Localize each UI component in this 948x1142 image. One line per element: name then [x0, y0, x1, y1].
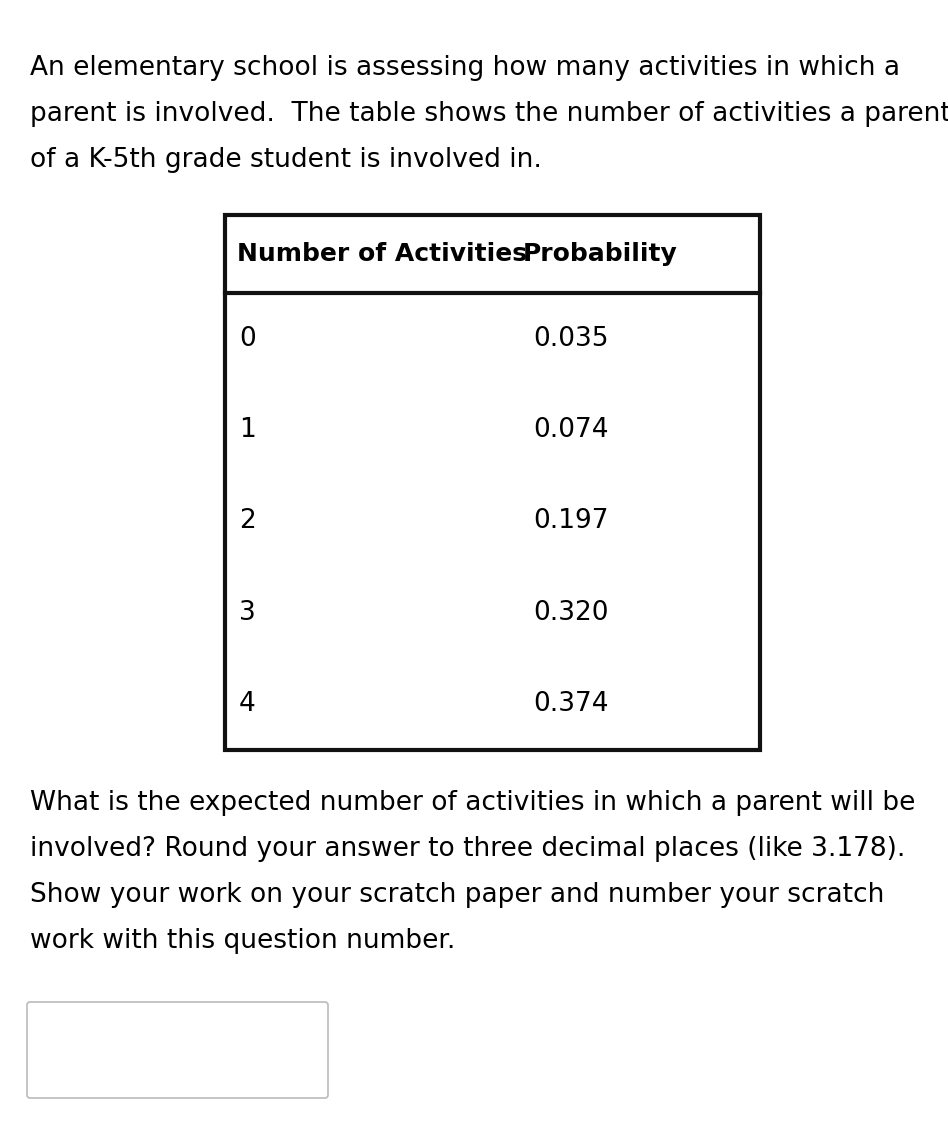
- Text: 0.320: 0.320: [533, 600, 609, 626]
- Text: An elementary school is assessing how many activities in which a: An elementary school is assessing how ma…: [30, 55, 900, 81]
- Text: What is the expected number of activities in which a parent will be: What is the expected number of activitie…: [30, 790, 916, 817]
- Text: involved? Round your answer to three decimal places (like 3.178).: involved? Round your answer to three dec…: [30, 836, 905, 862]
- Text: 2: 2: [239, 508, 256, 534]
- FancyBboxPatch shape: [27, 1002, 328, 1097]
- Text: 0.197: 0.197: [533, 508, 609, 534]
- Text: 0: 0: [239, 325, 256, 352]
- Text: Show your work on your scratch paper and number your scratch: Show your work on your scratch paper and…: [30, 882, 884, 908]
- Text: 3: 3: [239, 600, 256, 626]
- Text: 1: 1: [239, 417, 256, 443]
- Text: work with this question number.: work with this question number.: [30, 928, 455, 954]
- Text: Number of Activities: Number of Activities: [237, 242, 527, 266]
- Text: 0.035: 0.035: [533, 325, 609, 352]
- Text: parent is involved.  The table shows the number of activities a parent: parent is involved. The table shows the …: [30, 100, 948, 127]
- Text: 0.374: 0.374: [533, 691, 609, 717]
- Text: 0.074: 0.074: [533, 417, 609, 443]
- Text: 4: 4: [239, 691, 256, 717]
- Text: of a K-5th grade student is involved in.: of a K-5th grade student is involved in.: [30, 147, 542, 172]
- Text: Probability: Probability: [523, 242, 678, 266]
- Bar: [225, 215, 760, 750]
